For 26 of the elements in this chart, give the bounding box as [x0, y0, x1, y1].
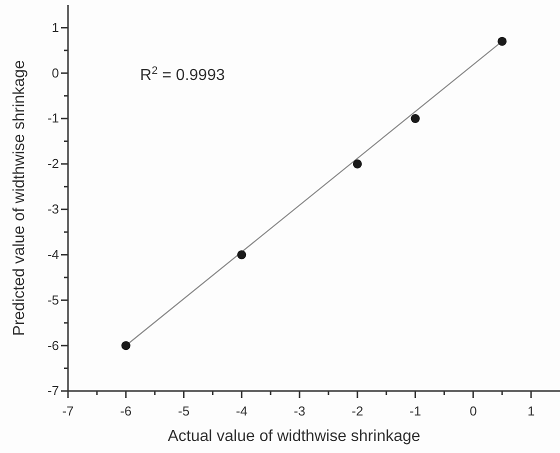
point [498, 36, 507, 46]
x-tick-label: 1 [527, 404, 535, 419]
x-tick-label: -1 [410, 404, 422, 419]
point [410, 114, 420, 124]
x-tick-label: 0 [470, 404, 477, 419]
point [237, 250, 246, 260]
y-tick-label: -7 [47, 383, 59, 398]
y-tick-label: -1 [47, 110, 59, 126]
y-tick-label: -4 [47, 246, 59, 262]
y-tick-label: 1 [52, 20, 59, 35]
point [352, 159, 362, 168]
y-tick-label: -2 [47, 156, 59, 172]
y-tick-label: -5 [47, 292, 59, 308]
annotation: R$^{2}$ = 0.9993 [140, 65, 225, 84]
x-tick-label: -2 [352, 404, 364, 419]
x-tick-label: -3 [294, 404, 306, 419]
point [121, 341, 130, 350]
x-tick-label: -4 [236, 404, 248, 419]
x-axis-title: Actual value of widthwise shrinkage [168, 428, 420, 445]
y-tick-label: 0 [52, 65, 59, 80]
x-tick-label: -7 [62, 404, 74, 419]
x-tick-label: -5 [178, 404, 190, 419]
y-tick-label: -6 [47, 338, 59, 353]
y-tick-label: -3 [47, 202, 59, 217]
y-axis-title: Predicted value of widthwise shrinkage [11, 60, 28, 336]
x-tick-label: -6 [120, 404, 132, 419]
